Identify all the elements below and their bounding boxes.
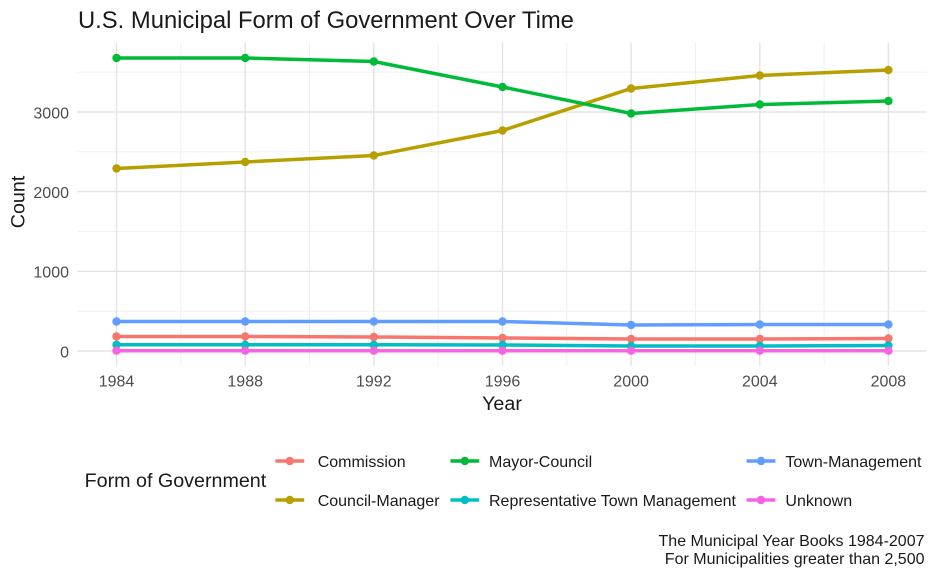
svg-text:Mayor-Council: Mayor-Council <box>489 454 592 471</box>
svg-text:Council-Manager: Council-Manager <box>318 493 441 510</box>
svg-text:1988: 1988 <box>227 374 263 391</box>
svg-text:2000: 2000 <box>33 185 69 202</box>
svg-text:2004: 2004 <box>742 374 778 391</box>
svg-text:3000: 3000 <box>33 105 69 122</box>
svg-text:1984: 1984 <box>99 374 135 391</box>
svg-text:1000: 1000 <box>33 265 69 282</box>
svg-text:0: 0 <box>60 344 69 361</box>
svg-text:Form of Government: Form of Government <box>85 470 267 492</box>
svg-text:1996: 1996 <box>485 374 521 391</box>
svg-text:1992: 1992 <box>356 374 392 391</box>
svg-text:Representative Town Management: Representative Town Management <box>489 493 737 510</box>
svg-text:Unknown: Unknown <box>785 493 852 510</box>
svg-text:For Municipalities greater tha: For Municipalities greater than 2,500 <box>665 551 925 568</box>
svg-text:U.S. Municipal Form of Governm: U.S. Municipal Form of Government Over T… <box>78 7 574 34</box>
svg-text:Year: Year <box>482 393 522 415</box>
svg-text:Commission: Commission <box>318 454 406 471</box>
svg-text:2000: 2000 <box>613 374 649 391</box>
svg-text:2008: 2008 <box>871 374 907 391</box>
svg-text:Town-Management: Town-Management <box>785 454 922 471</box>
svg-text:The Municipal Year Books 1984-: The Municipal Year Books 1984-2007 <box>659 533 925 550</box>
svg-text:Count: Count <box>8 175 30 228</box>
